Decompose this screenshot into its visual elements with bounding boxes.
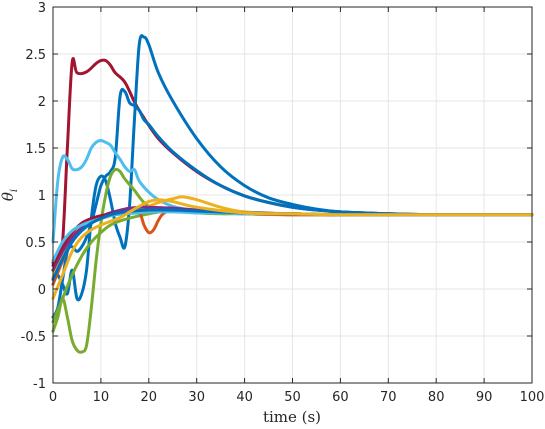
y-tick-label: -1 bbox=[33, 377, 46, 392]
y-tick-labels: -1 -0.5 0 0.5 1 1.5 2 2.5 3 bbox=[21, 1, 46, 392]
x-tick-labels: 0 10 20 30 40 50 60 70 80 90 100 bbox=[49, 390, 545, 405]
x-tick-label: 50 bbox=[284, 390, 301, 405]
y-tick-label: 2.5 bbox=[25, 48, 46, 63]
axis-ticks bbox=[52, 6, 533, 384]
x-tick-label: 40 bbox=[236, 390, 253, 405]
y-tick-label: -0.5 bbox=[21, 330, 46, 345]
y-axis-label: θi bbox=[0, 189, 20, 201]
y-tick-label: 3 bbox=[38, 1, 46, 16]
x-tick-label: 90 bbox=[476, 390, 493, 405]
x-tick-label: 80 bbox=[428, 390, 445, 405]
y-axis-label-symbol: θ bbox=[0, 192, 17, 201]
y-axis-label-subscript: i bbox=[9, 189, 20, 192]
x-tick-label: 70 bbox=[380, 390, 397, 405]
x-axis-label: time (s) bbox=[263, 408, 321, 426]
series-lines bbox=[51, 34, 534, 354]
x-tick-label: 100 bbox=[520, 390, 545, 405]
series-line-2 bbox=[51, 87, 534, 319]
series-line-3 bbox=[51, 34, 534, 302]
y-tick-label: 0 bbox=[38, 283, 46, 298]
y-tick-label: 1 bbox=[38, 189, 46, 204]
x-tick-label: 10 bbox=[93, 390, 110, 405]
y-tick-label: 0.5 bbox=[25, 236, 46, 251]
series-line-13 bbox=[51, 198, 534, 300]
x-tick-label: 0 bbox=[49, 390, 57, 405]
x-tick-label: 20 bbox=[141, 390, 158, 405]
x-tick-label: 30 bbox=[188, 390, 205, 405]
y-tick-label: 1.5 bbox=[25, 142, 46, 157]
y-tick-label: 2 bbox=[38, 95, 46, 110]
x-tick-label: 60 bbox=[332, 390, 349, 405]
